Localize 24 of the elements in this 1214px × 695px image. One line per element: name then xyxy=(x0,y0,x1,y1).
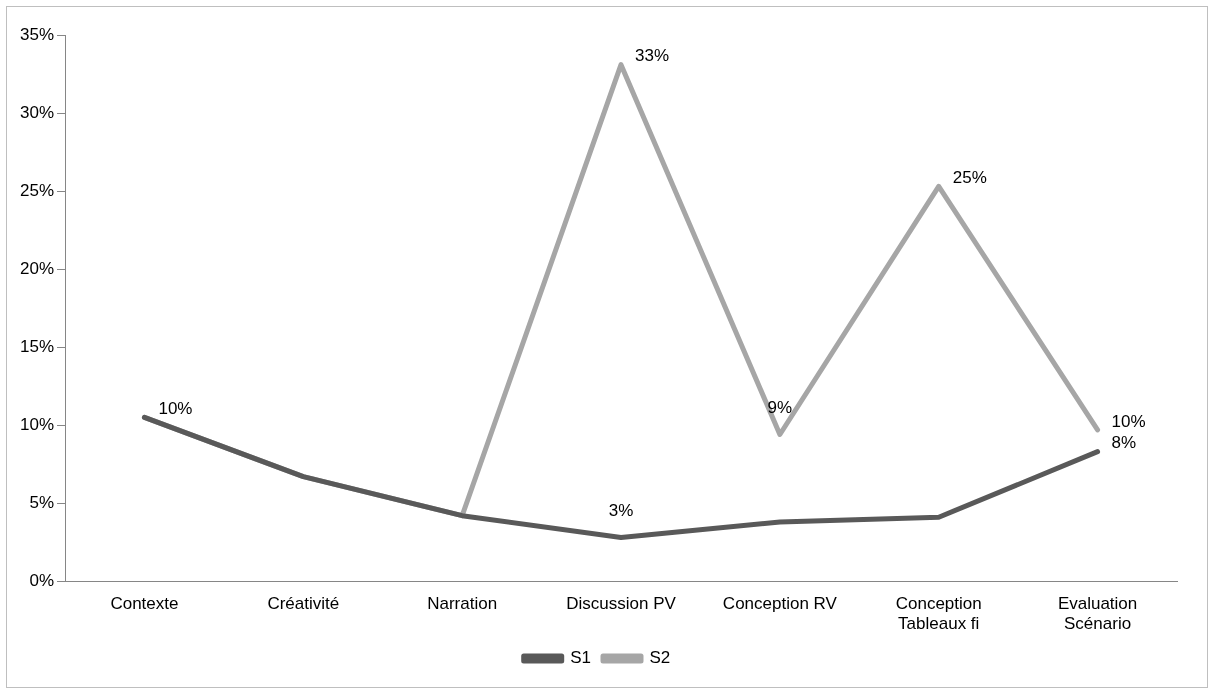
x-tick-label: Conception Tableaux fi xyxy=(895,594,982,634)
y-tick-label: 0% xyxy=(29,570,55,590)
x-tick-label: Discussion PV xyxy=(566,594,677,614)
legend-label: S2 xyxy=(649,648,671,668)
y-tick-label: 30% xyxy=(19,102,55,122)
x-tick-label: Créativité xyxy=(267,594,340,614)
data-label: 33% xyxy=(635,46,670,66)
y-tick-label: 5% xyxy=(29,492,55,512)
data-label: 10% xyxy=(1111,411,1146,431)
data-label: 3% xyxy=(608,501,634,521)
y-tick-label: 15% xyxy=(19,336,55,356)
x-tick-label: Contexte xyxy=(110,594,179,614)
data-label: 9% xyxy=(767,398,793,418)
y-tick-label: 25% xyxy=(19,180,55,200)
data-label: 25% xyxy=(952,168,987,188)
data-label: 10% xyxy=(158,399,193,419)
y-tick-label: 10% xyxy=(19,414,55,434)
x-tick-label: Narration xyxy=(427,594,498,614)
x-tick-label: Evaluation Scénario xyxy=(1057,594,1138,634)
data-label: 8% xyxy=(1111,433,1137,453)
x-tick-label: Conception RV xyxy=(722,594,838,614)
y-tick-label: 35% xyxy=(19,24,55,44)
y-tick-label: 20% xyxy=(19,258,55,278)
legend-label: S1 xyxy=(570,648,591,668)
